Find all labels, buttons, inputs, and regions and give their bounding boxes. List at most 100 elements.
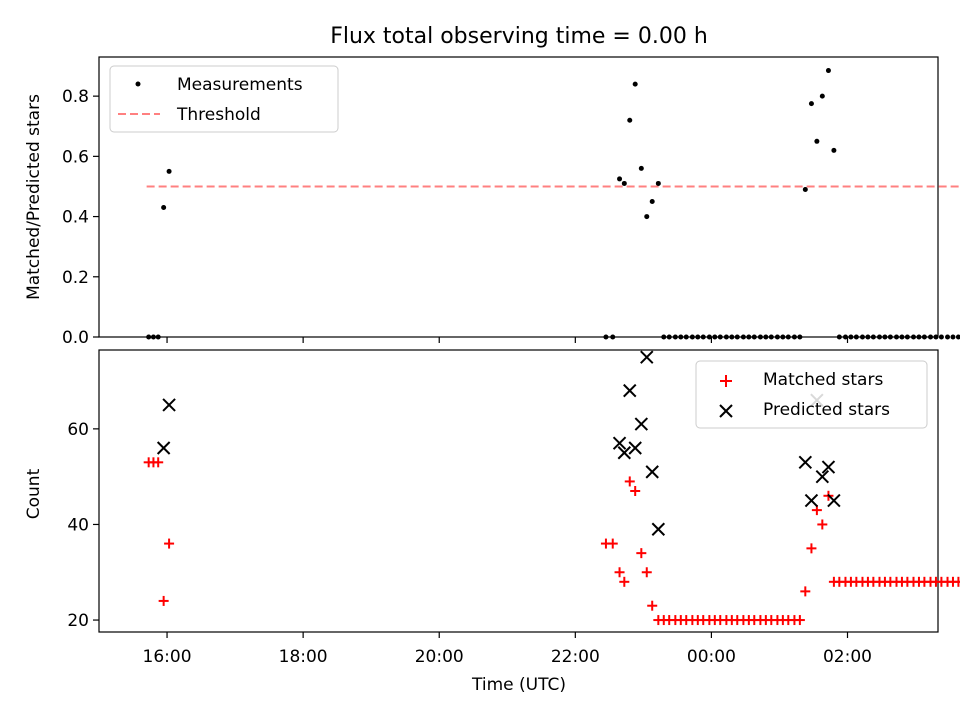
measurements-point [161, 205, 167, 211]
measurements-point [150, 334, 156, 340]
y-tick-label: 0.6 [62, 147, 89, 167]
measurements-point [774, 334, 780, 340]
matched-stars-point [817, 519, 828, 530]
legend-matched-label: Matched stars [763, 370, 883, 390]
measurements-point [655, 180, 661, 186]
matched-stars-point [647, 600, 658, 611]
measurements-point [887, 334, 893, 340]
x-tick-label: 00:00 [687, 647, 736, 667]
measurements-point [746, 334, 752, 340]
matched-stars-point [158, 595, 169, 606]
x-tick-label: 20:00 [415, 647, 464, 667]
measurements-point [882, 334, 888, 340]
measurements-point [683, 334, 689, 340]
measurements-point [865, 334, 871, 340]
measurements-point [717, 334, 723, 340]
measurements-point [649, 199, 655, 205]
top-panel-frame [98, 56, 939, 338]
measurements-point [859, 334, 865, 340]
measurements-point [672, 334, 678, 340]
measurements-point [734, 334, 740, 340]
measurements-point [928, 334, 934, 340]
legend-threshold-label: Threshold [176, 105, 261, 125]
top-panel: Matched/Predicted stars Measurements Thr… [24, 56, 960, 348]
matched-stars-point [636, 548, 647, 559]
y-tick-label: 0.8 [62, 87, 89, 107]
measurements-point [808, 101, 814, 107]
measurements-point [955, 334, 960, 340]
measurements-point [638, 165, 644, 171]
matched-stars-point [607, 538, 618, 549]
y-tick-label: 0.2 [62, 268, 89, 288]
measurements-point [870, 334, 876, 340]
chart-title: Flux total observing time = 0.00 h [330, 24, 708, 49]
legend-measurements-label: Measurements [177, 75, 303, 95]
matched-stars-point [164, 538, 175, 549]
matched-stars-point [153, 457, 164, 468]
panel-0-data [146, 68, 960, 340]
y-tick-label: 0.0 [62, 328, 89, 348]
measurements-point [632, 81, 638, 87]
matched-stars-point [953, 576, 960, 587]
predicted-stars-point [640, 350, 654, 364]
measurements-point [876, 334, 882, 340]
matched-stars-point [806, 543, 817, 554]
measurements-point [729, 334, 735, 340]
measurements-point [603, 334, 609, 340]
predicted-stars-point [827, 493, 841, 508]
measurements-point [893, 334, 899, 340]
measurements-point [757, 334, 763, 340]
bottom-panel-legend: Matched stars Predicted stars [695, 360, 928, 429]
y-tick-label: 40 [67, 515, 89, 535]
measurements-point [723, 334, 729, 340]
measurements-point [763, 334, 769, 340]
predicted-stars-point [162, 398, 176, 412]
y-tick-label: 20 [67, 611, 89, 631]
measurements-point [921, 334, 927, 340]
legend-predicted-label: Predicted stars [763, 400, 890, 420]
measurements-point [155, 334, 161, 340]
matched-stars-point [630, 486, 641, 496]
matched-stars-point [641, 567, 652, 578]
measurements-point [950, 334, 956, 340]
predicted-stars-point [804, 493, 819, 508]
predicted-stars-point [798, 455, 813, 470]
x-tick-label: 22:00 [551, 647, 600, 667]
y-tick-label: 60 [67, 420, 89, 440]
predicted-stars-point [612, 436, 627, 450]
x-axis-label: Time (UTC) [471, 675, 566, 695]
measurements-point [627, 117, 633, 123]
measurements-point [814, 138, 820, 144]
measurements-point [689, 334, 695, 340]
measurements-point [780, 334, 786, 340]
predicted-stars-point [821, 460, 836, 474]
bottom-panel-frame [98, 349, 939, 633]
measurements-point [678, 334, 684, 340]
measurements-point [853, 334, 859, 340]
predicted-stars-point [156, 441, 171, 455]
x-tick-label: 02:00 [823, 647, 872, 667]
measurements-point [644, 214, 650, 220]
measurements-point [695, 334, 701, 340]
measurements-point [700, 334, 706, 340]
x-tick-label: 16:00 [143, 647, 192, 667]
legend-predicted-marker [719, 404, 733, 418]
predicted-stars-point [617, 446, 632, 460]
measurements-point [819, 93, 825, 99]
measurements-point [904, 334, 910, 340]
measurements-point [661, 334, 667, 340]
measurements-point [825, 68, 831, 74]
x-tick-label: 18:00 [279, 647, 328, 667]
predicted-stars-point [628, 441, 642, 455]
bottom-panel: Count Matched stars Predicted stars 20 40… [24, 349, 960, 667]
legend-matched-marker [720, 375, 732, 387]
measurements-point [785, 334, 791, 340]
measurements-point [768, 334, 774, 340]
measurements-point [831, 147, 837, 153]
matched-stars-point [800, 586, 811, 597]
measurements-point [802, 186, 808, 192]
measurements-point [911, 334, 917, 340]
measurements-point [945, 334, 951, 340]
predicted-stars-point [815, 469, 830, 484]
top-panel-legend: Measurements Threshold [109, 65, 339, 133]
